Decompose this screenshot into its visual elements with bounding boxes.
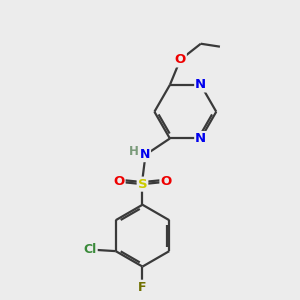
Text: N: N xyxy=(140,148,150,161)
Text: N: N xyxy=(195,132,206,145)
Text: F: F xyxy=(138,281,147,294)
Text: O: O xyxy=(175,53,186,66)
Text: Cl: Cl xyxy=(83,243,97,256)
Text: H: H xyxy=(129,145,139,158)
Text: O: O xyxy=(113,175,124,188)
Text: S: S xyxy=(138,178,147,190)
Text: O: O xyxy=(160,175,172,188)
Text: N: N xyxy=(195,78,206,92)
